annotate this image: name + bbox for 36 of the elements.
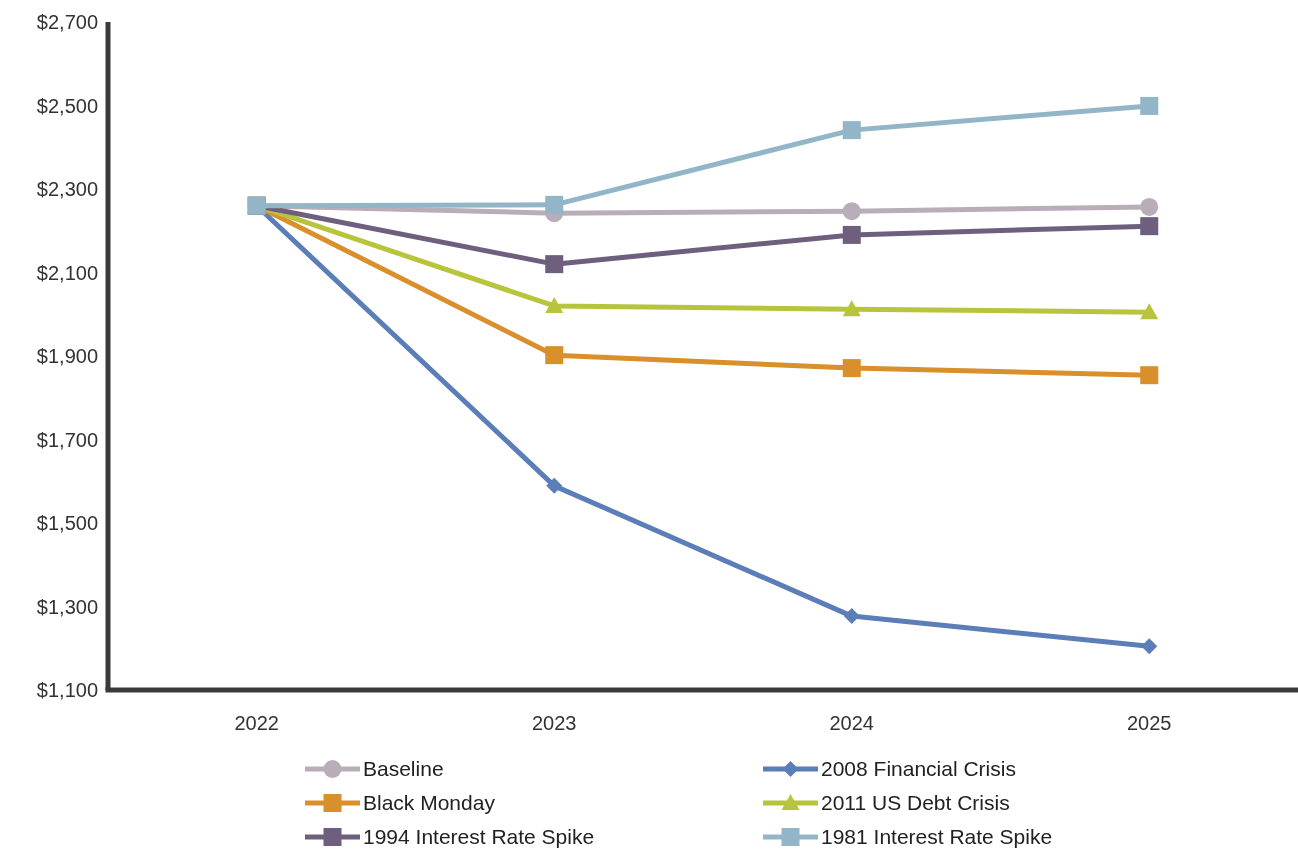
y-tick-label: $2,500 bbox=[36, 94, 98, 117]
y-tick-label: $2,700 bbox=[36, 11, 98, 33]
y-tick-label: $1,700 bbox=[36, 428, 98, 451]
point bbox=[843, 608, 860, 625]
point bbox=[842, 202, 861, 221]
point bbox=[1140, 303, 1159, 320]
legend-label: 2008 Financial Crisis bbox=[821, 757, 1016, 781]
x-tick-label: 2022 bbox=[234, 712, 279, 734]
legend-label: 1981 Interest Rate Spike bbox=[821, 825, 1053, 849]
y-tick-label: $1,500 bbox=[36, 512, 98, 534]
point bbox=[1140, 366, 1159, 385]
point bbox=[545, 296, 564, 313]
point bbox=[545, 346, 564, 365]
point bbox=[545, 255, 564, 274]
legend-label: 2011 US Debt Crisis bbox=[821, 791, 1010, 815]
x-tick-label: 2024 bbox=[829, 712, 874, 734]
legend-label: Baseline bbox=[363, 757, 444, 781]
legend-label: 1994 Interest Rate Spike bbox=[363, 825, 595, 849]
point bbox=[842, 300, 861, 317]
point bbox=[1140, 217, 1159, 236]
y-tick-label: $1,300 bbox=[36, 595, 98, 618]
y-tick-label: $2,100 bbox=[36, 261, 98, 284]
y-tick-label: $1,100 bbox=[36, 679, 98, 701]
point bbox=[1140, 197, 1159, 216]
point bbox=[546, 477, 563, 494]
point bbox=[842, 225, 861, 244]
point bbox=[1141, 638, 1158, 655]
y-tick-label: $1,900 bbox=[36, 345, 98, 367]
point bbox=[842, 121, 861, 140]
x-tick-label: 2023 bbox=[532, 712, 577, 734]
x-tick-label: 2025 bbox=[1127, 712, 1172, 734]
y-tick-label: $2,300 bbox=[36, 178, 98, 200]
point bbox=[842, 359, 861, 378]
point bbox=[545, 195, 564, 214]
legend-label: Black Monday bbox=[363, 791, 496, 815]
point bbox=[1140, 96, 1159, 115]
